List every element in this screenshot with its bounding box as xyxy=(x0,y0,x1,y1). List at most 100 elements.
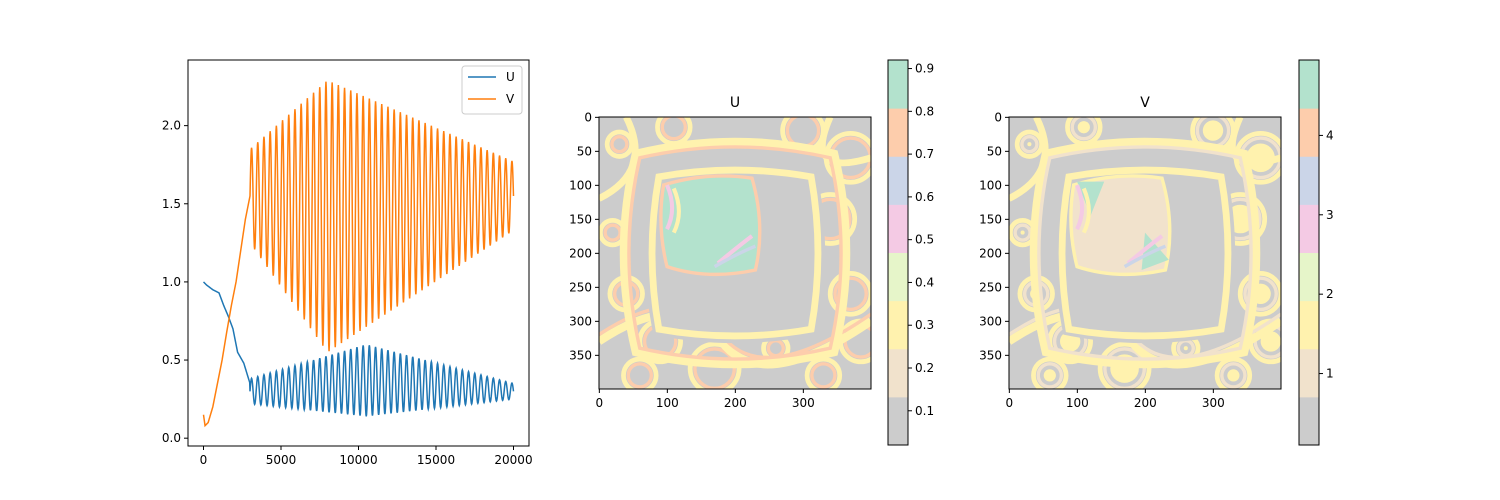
y-tick-label: 150 xyxy=(569,212,592,226)
y-tick-label: 300 xyxy=(979,314,1002,328)
swirl-outer xyxy=(1097,341,1152,389)
y-tick-label: 50 xyxy=(577,144,592,158)
swirl-core xyxy=(817,369,830,382)
colorbar-segment xyxy=(888,396,908,446)
colorbar-segment xyxy=(888,348,908,398)
swirl-core xyxy=(667,121,680,134)
colorbar-segment xyxy=(888,300,908,350)
heatmap-v-y-axis: 0 50 100 150 200 250 300 350 xyxy=(979,110,1009,362)
swirl-inner xyxy=(1020,135,1039,154)
stripe xyxy=(1075,184,1085,231)
colorbar-segment xyxy=(1299,108,1319,157)
y-tick-label: 300 xyxy=(569,314,592,328)
inner-ring xyxy=(1058,166,1232,340)
y-tick-label: 350 xyxy=(569,348,592,362)
swirl-outer xyxy=(1214,356,1253,389)
colorbar-v xyxy=(1299,60,1319,446)
colorbar-tick-label: 2 xyxy=(1326,287,1334,301)
y-tick-label: 350 xyxy=(979,348,1002,362)
colorbar-tick-label: 0.7 xyxy=(915,147,934,161)
line-series-layer xyxy=(202,81,515,428)
colorbar-segment xyxy=(888,156,908,205)
stripe xyxy=(1081,187,1091,234)
swirl-core xyxy=(633,369,646,382)
heatmap-v-panel: V 0 100 200 300 0 50 100 150 200 250 300 350 1 2 3 4 xyxy=(979,59,1334,446)
x-tick-label: 100 xyxy=(1066,396,1089,410)
x-tick-label: 15000 xyxy=(417,453,455,467)
colorbar-segment xyxy=(1299,396,1319,446)
colorbar-segment xyxy=(1299,348,1319,398)
colorbar-tick-label: 0.4 xyxy=(915,275,934,289)
colorbar-v-axis: 1 2 3 4 xyxy=(1319,128,1334,381)
y-tick-label: 200 xyxy=(569,246,592,260)
colorbar-tick-label: 0.2 xyxy=(915,361,934,375)
colorbar-segment xyxy=(1299,204,1319,253)
inner-ring xyxy=(648,166,822,340)
y-tick-label: 0 xyxy=(584,110,592,124)
swirl-core xyxy=(610,230,615,235)
y-tick-label: 100 xyxy=(569,178,592,192)
colorbar-v-frame xyxy=(1298,59,1320,446)
swirl-outer xyxy=(687,341,742,389)
heatmap-u-image xyxy=(599,117,871,389)
colorbar-u xyxy=(888,60,908,446)
y-tick-label: 200 xyxy=(979,246,1002,260)
swirl-outer xyxy=(827,271,871,317)
y-tick-label: 2.0 xyxy=(162,119,181,133)
x-tick-label: 300 xyxy=(1202,396,1225,410)
stripe xyxy=(665,184,675,231)
x-tick-label: 10000 xyxy=(339,453,377,467)
colorbar-segment xyxy=(888,108,908,157)
center-ring xyxy=(1037,145,1253,361)
legend-label-v: V xyxy=(506,92,515,106)
stripe xyxy=(716,234,754,265)
x-tick-label: 20000 xyxy=(494,453,532,467)
colorbar-segment xyxy=(888,204,908,253)
stripe xyxy=(1123,244,1167,269)
x-tick-label: 0 xyxy=(200,453,208,467)
swirl-core xyxy=(1077,121,1090,134)
x-tick-label: 200 xyxy=(1134,396,1157,410)
swirl-inner xyxy=(1103,347,1147,389)
colorbar-segment xyxy=(1299,156,1319,205)
colorbar-u-axis: 0.1 0.2 0.3 0.4 0.5 0.6 0.7 0.8 0.9 xyxy=(908,62,934,418)
x-tick-label: 0 xyxy=(1006,396,1014,410)
line-y-axis: 0.0 0.5 1.0 1.5 2.0 xyxy=(162,119,188,445)
y-tick-label: 0 xyxy=(994,110,1002,124)
heatmap-v-image xyxy=(1009,117,1281,389)
colorbar-tick-label: 0.1 xyxy=(915,404,934,418)
stripe xyxy=(713,244,757,269)
colorbar-segment xyxy=(1299,252,1319,302)
swirl-core xyxy=(1183,346,1188,351)
swirl-inner xyxy=(1220,362,1247,389)
colorbar-u-frame xyxy=(887,59,909,446)
colorbar-segment xyxy=(1299,300,1319,350)
swirl-inner xyxy=(693,347,737,389)
line-chart-panel: 0 5000 10000 15000 20000 0.0 0.5 1.0 1.5 2.0 U V xyxy=(162,59,533,467)
swirl-inner xyxy=(1013,223,1032,242)
colorbar-segment xyxy=(1299,60,1319,109)
y-tick-label: 250 xyxy=(979,280,1002,294)
colorbar-segment xyxy=(888,60,908,109)
legend-box xyxy=(461,65,523,115)
swirl-inner xyxy=(603,223,622,242)
x-tick-label: 100 xyxy=(656,396,679,410)
y-tick-label: 150 xyxy=(979,212,1002,226)
colorbar-tick-label: 0.3 xyxy=(915,318,934,332)
swirl-outer xyxy=(1237,271,1281,317)
colorbar-tick-label: 3 xyxy=(1326,208,1334,222)
center-ring xyxy=(1029,137,1261,369)
swirl-inner xyxy=(1036,362,1064,389)
y-tick-label: 0.0 xyxy=(162,431,181,445)
swirl-core xyxy=(850,331,871,352)
colorbar-tick-label: 0.9 xyxy=(915,62,934,76)
swirl-inner xyxy=(1243,276,1278,312)
swirl-inner xyxy=(660,117,688,141)
colorbar-tick-label: 0.8 xyxy=(915,104,934,118)
line-x-axis: 0 5000 10000 15000 20000 xyxy=(200,446,533,467)
swirl-core xyxy=(1260,331,1281,352)
x-tick-label: 5000 xyxy=(266,453,297,467)
swirl-inner xyxy=(810,362,837,389)
